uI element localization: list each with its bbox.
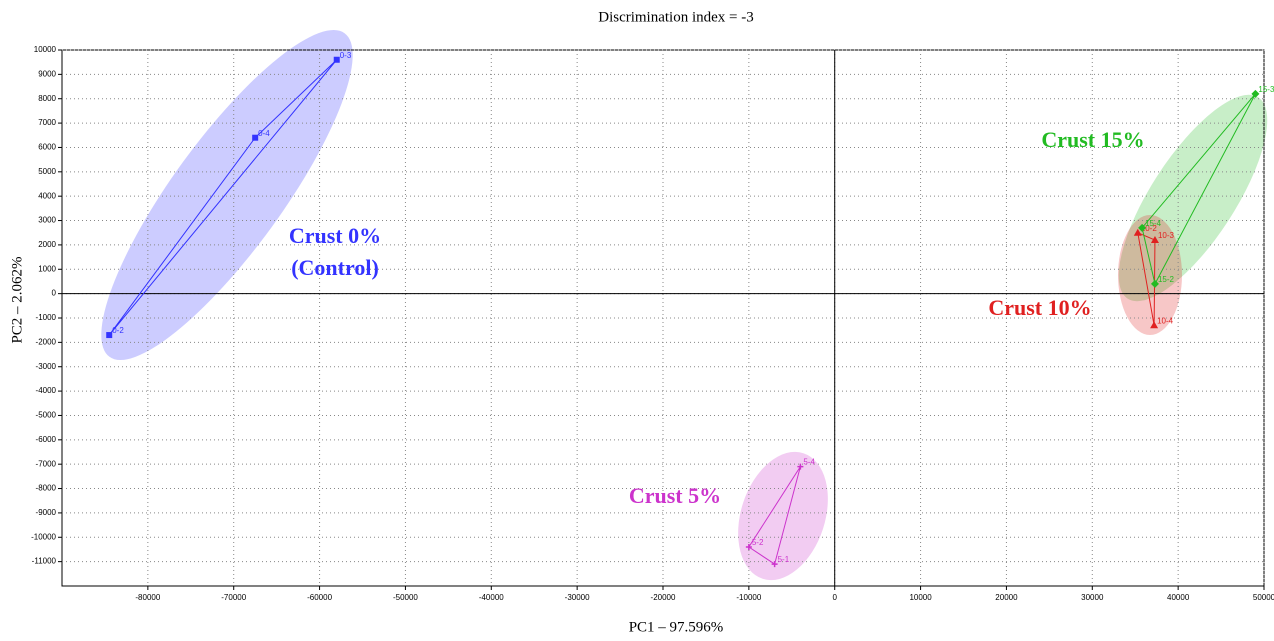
annotation: Crust 0% xyxy=(289,223,381,248)
x-tick-label: -50000 xyxy=(393,593,418,602)
group-ellipse xyxy=(101,29,353,361)
point-label: 0-3 xyxy=(340,51,352,60)
y-tick-label: -11000 xyxy=(32,557,57,566)
plot-area: -80000 -70000 -60000 -50000 -40000 -30000 -200… xyxy=(31,45,1274,602)
group-ellipse xyxy=(738,451,828,581)
point xyxy=(745,544,752,551)
point xyxy=(1150,279,1159,288)
group-ellipse xyxy=(1118,94,1268,302)
point-label: 0-4 xyxy=(258,129,270,138)
x-tick-label: -10000 xyxy=(736,593,761,602)
x-tick-label: 50000 xyxy=(1253,593,1274,602)
y-tick-label: 1000 xyxy=(38,264,56,273)
x-tick-label: -80000 xyxy=(135,593,160,602)
y-tick-label: -5000 xyxy=(36,411,57,420)
point xyxy=(333,56,340,63)
x-tick-label: -60000 xyxy=(307,593,332,602)
point-label: 10-2 xyxy=(1141,224,1158,233)
point-label: 10-4Crust 10% xyxy=(1157,316,1174,325)
y-axis-label: PC2 – 2.062% xyxy=(9,256,25,343)
x-tick-label: -70000 xyxy=(221,593,246,602)
x-tick-label: -20000 xyxy=(651,593,676,602)
x-tick-label: 20000 xyxy=(995,593,1018,602)
point-label: 15-4 xyxy=(1145,219,1162,228)
y-tick-label: 4000 xyxy=(38,191,56,200)
y-tick-label: -4000 xyxy=(36,386,57,395)
x-axis-label: PC1 – 97.596% xyxy=(629,619,724,635)
y-tick-label: 6000 xyxy=(38,143,56,152)
point xyxy=(1138,223,1147,232)
y-tick-label: 5000 xyxy=(38,167,56,176)
x-tick-label: 30000 xyxy=(1081,593,1104,602)
x-tick-label: -40000 xyxy=(479,593,504,602)
y-tick-label: 0 xyxy=(52,289,57,298)
series-line xyxy=(108,59,338,336)
point xyxy=(797,463,804,470)
x-tick-label: 0 xyxy=(832,593,837,602)
annotation: Crust 5% xyxy=(629,483,721,508)
annotation: (Control) xyxy=(291,255,379,280)
y-tick-label: -10000 xyxy=(31,532,56,541)
annotation: Crust 15% xyxy=(1041,127,1144,152)
y-tick-label: -7000 xyxy=(36,459,57,468)
point-label: 10-3 xyxy=(1158,231,1175,240)
y-tick-label: 10000 xyxy=(34,45,57,54)
point xyxy=(1251,89,1260,98)
y-tick-label: -8000 xyxy=(36,484,57,493)
point xyxy=(1150,321,1159,329)
x-tick-label: -30000 xyxy=(565,593,590,602)
series-line xyxy=(748,466,801,565)
point xyxy=(771,561,778,568)
y-tick-label: 3000 xyxy=(38,216,56,225)
x-tick-label: 10000 xyxy=(909,593,932,602)
x-tick-label: 40000 xyxy=(1167,593,1190,602)
y-tick-label: 8000 xyxy=(38,94,56,103)
point-label: 5-1Crust 5% xyxy=(778,555,790,564)
point xyxy=(106,332,113,339)
annotation: Crust 10% xyxy=(988,295,1091,320)
y-tick-label: 2000 xyxy=(38,240,56,249)
point xyxy=(1133,228,1142,236)
y-tick-label: -1000 xyxy=(36,313,57,322)
y-tick-label: 7000 xyxy=(38,118,56,127)
point-label: 5-4 xyxy=(803,458,815,467)
y-tick-label: -6000 xyxy=(36,435,57,444)
chart-title: Discrimination index = -3 xyxy=(598,9,754,25)
point-label: 5-2 xyxy=(752,538,764,547)
point xyxy=(1150,236,1159,244)
y-tick-label: -3000 xyxy=(36,362,57,371)
point-label: 15-3 xyxy=(1258,85,1274,94)
series-line xyxy=(1141,93,1256,286)
y-tick-label: -9000 xyxy=(36,508,57,517)
y-tick-label: -2000 xyxy=(36,337,57,346)
y-tick-label: 9000 xyxy=(38,69,56,78)
point xyxy=(252,134,259,141)
